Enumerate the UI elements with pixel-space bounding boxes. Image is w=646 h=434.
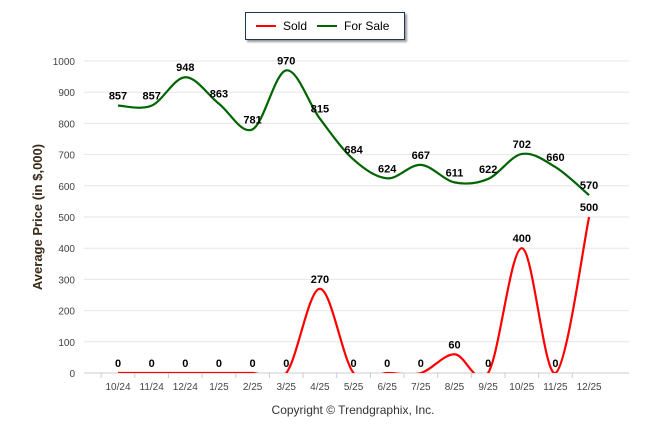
data-label-sold: 400 [513, 233, 531, 245]
data-label-sold: 0 [485, 358, 491, 370]
x-tick-label: 9/25 [478, 382, 498, 393]
data-label-sold: 0 [350, 358, 356, 370]
data-label-for-sale: 611 [446, 167, 464, 179]
y-tick-label: 1000 [53, 57, 76, 68]
y-tick-label: 500 [58, 213, 75, 224]
x-tick-label: 3/25 [277, 382, 297, 393]
legend-item-sold[interactable]: Sold [256, 19, 307, 33]
copyright-footer: Copyright © Trendgraphix, Inc. [272, 403, 435, 417]
x-tick-label: 7/25 [411, 382, 431, 393]
y-axis-title: Average Price (in $,000) [30, 144, 45, 290]
data-label-sold: 60 [448, 339, 460, 351]
data-label-sold: 0 [149, 358, 155, 370]
data-label-sold: 0 [182, 358, 188, 370]
data-label-for-sale: 660 [546, 152, 564, 164]
data-label-for-sale: 857 [109, 91, 127, 103]
data-label-for-sale: 624 [378, 163, 397, 175]
series-line-sold [118, 216, 591, 373]
x-tick-label: 4/25 [310, 382, 330, 393]
legend-label-for-sale: For Sale [344, 19, 390, 33]
data-label-for-sale: 667 [412, 150, 430, 162]
data-label-sold: 270 [311, 274, 329, 286]
legend: Sold For Sale [245, 12, 405, 40]
legend-item-for-sale[interactable]: For Sale [317, 19, 389, 33]
x-tick-label: 2/25 [243, 382, 263, 393]
data-label-for-sale: 948 [176, 62, 194, 74]
legend-label-sold: Sold [283, 19, 308, 33]
data-label-sold: 0 [115, 358, 121, 370]
x-tick-label: 11/24 [140, 382, 165, 393]
data-label-sold: 500 [580, 202, 598, 214]
y-tick-label: 400 [58, 244, 75, 255]
y-tick-label: 900 [58, 88, 75, 99]
x-tick-label: 8/25 [445, 382, 465, 393]
y-tick-label: 700 [58, 151, 75, 162]
data-label-for-sale: 863 [210, 89, 228, 101]
data-label-for-sale: 781 [243, 114, 261, 126]
y-tick-label: 800 [58, 119, 75, 130]
x-tick-label: 6/25 [377, 382, 397, 393]
data-label-sold: 0 [552, 358, 558, 370]
data-label-for-sale: 702 [513, 139, 531, 151]
y-tick-label: 100 [58, 338, 75, 349]
data-label-sold: 0 [418, 358, 424, 370]
data-label-for-sale: 815 [311, 104, 329, 116]
x-tick-label: 12/24 [173, 382, 198, 393]
y-tick-label: 200 [58, 307, 75, 318]
x-tick-label: 10/25 [509, 382, 534, 393]
data-label-for-sale: 857 [142, 91, 160, 103]
data-label-sold: 0 [250, 358, 256, 370]
series-line-for-sale [117, 69, 590, 197]
x-tick-label: 12/25 [577, 382, 602, 393]
data-label-sold: 0 [384, 358, 390, 370]
legend-swatch-for-sale [317, 25, 338, 27]
data-label-for-sale: 684 [344, 145, 363, 157]
x-tick-label: 11/25 [543, 382, 568, 393]
data-label-for-sale: 970 [277, 55, 295, 67]
y-tick-label: 300 [58, 275, 75, 286]
legend-swatch-sold [256, 25, 276, 27]
data-label-sold: 0 [283, 358, 289, 370]
data-label-for-sale: 570 [580, 180, 598, 192]
x-tick-label: 10/24 [105, 382, 130, 393]
data-label-sold: 0 [216, 358, 222, 370]
x-tick-label: 1/25 [209, 382, 229, 393]
y-tick-label: 600 [58, 182, 75, 193]
data-label-for-sale: 622 [479, 164, 497, 176]
x-tick-label: 5/25 [344, 382, 364, 393]
y-tick-label: 0 [69, 369, 75, 380]
